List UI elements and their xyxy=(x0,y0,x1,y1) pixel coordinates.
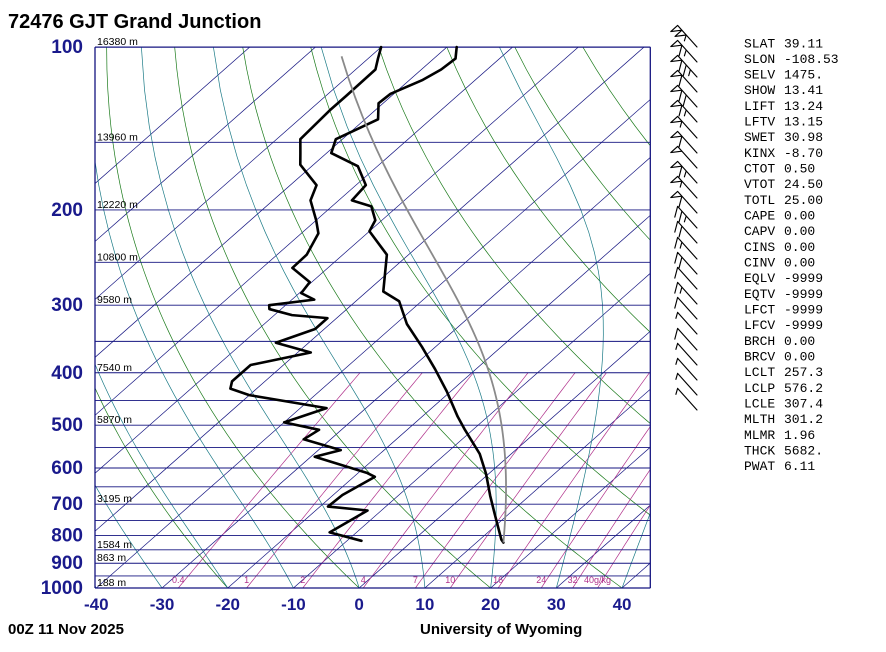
svg-text:100: 100 xyxy=(51,37,83,58)
svg-text:900: 900 xyxy=(51,553,83,574)
svg-text:SWET: SWET xyxy=(744,130,775,145)
svg-text:-20: -20 xyxy=(215,595,240,614)
svg-text:CAPE: CAPE xyxy=(744,209,775,224)
svg-text:3195 m: 3195 m xyxy=(97,493,132,505)
svg-text:-9999: -9999 xyxy=(784,318,823,333)
svg-text:MLMR: MLMR xyxy=(744,428,775,443)
svg-text:University of Wyoming: University of Wyoming xyxy=(420,621,582,638)
svg-text:800: 800 xyxy=(51,526,83,547)
svg-text:1: 1 xyxy=(244,575,249,585)
svg-text:24.50: 24.50 xyxy=(784,177,823,192)
svg-text:0: 0 xyxy=(354,595,363,614)
svg-text:LFCT: LFCT xyxy=(744,302,775,317)
svg-text:LCLP: LCLP xyxy=(744,381,775,396)
svg-text:7540 m: 7540 m xyxy=(97,362,132,374)
svg-text:863 m: 863 m xyxy=(97,552,126,564)
svg-text:24: 24 xyxy=(536,575,546,585)
svg-text:0.00: 0.00 xyxy=(784,255,815,270)
svg-text:-30: -30 xyxy=(150,595,175,614)
svg-text:CAPV: CAPV xyxy=(744,224,775,239)
svg-text:188 m: 188 m xyxy=(97,577,126,589)
svg-text:257.3: 257.3 xyxy=(784,365,823,380)
svg-text:16380 m: 16380 m xyxy=(97,36,138,48)
svg-text:0.00: 0.00 xyxy=(784,240,815,255)
svg-text:25.00: 25.00 xyxy=(784,193,823,208)
svg-text:0.00: 0.00 xyxy=(784,349,815,364)
svg-text:16: 16 xyxy=(493,575,503,585)
svg-text:SELV: SELV xyxy=(744,68,775,83)
svg-text:SHOW: SHOW xyxy=(744,83,775,98)
svg-text:LIFT: LIFT xyxy=(744,99,775,114)
svg-text:301.2: 301.2 xyxy=(784,412,823,427)
svg-text:CTOT: CTOT xyxy=(744,162,775,177)
svg-text:13.24: 13.24 xyxy=(784,99,823,114)
svg-text:BRCH: BRCH xyxy=(744,334,775,349)
svg-text:SLON: SLON xyxy=(744,52,775,67)
svg-text:1584 m: 1584 m xyxy=(97,539,132,551)
svg-text:-9999: -9999 xyxy=(784,287,823,302)
svg-text:0.00: 0.00 xyxy=(784,224,815,239)
svg-text:20: 20 xyxy=(481,595,500,614)
svg-text:0.00: 0.00 xyxy=(784,209,815,224)
svg-text:-10: -10 xyxy=(281,595,306,614)
svg-text:5682.: 5682. xyxy=(784,443,823,458)
svg-text:00Z 11 Nov 2025: 00Z 11 Nov 2025 xyxy=(8,621,124,638)
svg-text:MLTH: MLTH xyxy=(744,412,775,427)
svg-text:THCK: THCK xyxy=(744,443,775,458)
svg-text:PWAT: PWAT xyxy=(744,459,775,474)
svg-text:10: 10 xyxy=(445,575,455,585)
svg-text:-8.70: -8.70 xyxy=(784,146,823,161)
svg-text:9580 m: 9580 m xyxy=(97,294,132,306)
svg-text:300: 300 xyxy=(51,295,83,316)
svg-text:40: 40 xyxy=(613,595,632,614)
svg-text:TOTL: TOTL xyxy=(744,193,775,208)
svg-text:SLAT: SLAT xyxy=(744,36,775,51)
svg-text:700: 700 xyxy=(51,494,83,515)
svg-text:13960 m: 13960 m xyxy=(97,131,138,143)
svg-text:576.2: 576.2 xyxy=(784,381,823,396)
svg-text:EQTV: EQTV xyxy=(744,287,775,302)
svg-text:CINS: CINS xyxy=(744,240,775,255)
svg-text:EQLV: EQLV xyxy=(744,271,775,286)
svg-text:13.15: 13.15 xyxy=(784,115,823,130)
svg-text:VTOT: VTOT xyxy=(744,177,775,192)
svg-text:-9999: -9999 xyxy=(784,302,823,317)
svg-text:72476 GJT Grand Junction: 72476 GJT Grand Junction xyxy=(8,11,261,33)
svg-text:7: 7 xyxy=(413,575,418,585)
svg-text:LCLE: LCLE xyxy=(744,396,775,411)
svg-text:5870 m: 5870 m xyxy=(97,414,132,426)
svg-text:39.11: 39.11 xyxy=(784,36,823,51)
svg-text:1475.: 1475. xyxy=(784,68,823,83)
svg-text:40g/kg: 40g/kg xyxy=(584,575,611,585)
svg-text:10: 10 xyxy=(415,595,434,614)
svg-text:-108.53: -108.53 xyxy=(784,52,839,67)
svg-text:LCLT: LCLT xyxy=(744,365,775,380)
svg-text:30.98: 30.98 xyxy=(784,130,823,145)
svg-text:500: 500 xyxy=(51,415,83,436)
svg-text:2: 2 xyxy=(300,575,305,585)
svg-text:30: 30 xyxy=(547,595,566,614)
svg-text:LFTV: LFTV xyxy=(744,115,775,130)
svg-text:6.11: 6.11 xyxy=(784,459,815,474)
svg-text:0.50: 0.50 xyxy=(784,162,815,177)
svg-text:13.41: 13.41 xyxy=(784,83,823,98)
svg-text:LFCV: LFCV xyxy=(744,318,775,333)
svg-text:-9999: -9999 xyxy=(784,271,823,286)
svg-text:0.4: 0.4 xyxy=(172,575,185,585)
svg-text:12220 m: 12220 m xyxy=(97,199,138,211)
svg-text:600: 600 xyxy=(51,458,83,479)
svg-text:0.00: 0.00 xyxy=(784,334,815,349)
svg-text:1.96: 1.96 xyxy=(784,428,815,443)
svg-text:KINX: KINX xyxy=(744,146,775,161)
svg-text:CINV: CINV xyxy=(744,255,775,270)
svg-text:1000: 1000 xyxy=(41,578,83,599)
svg-text:4: 4 xyxy=(361,575,366,585)
svg-text:BRCV: BRCV xyxy=(744,349,775,364)
svg-text:200: 200 xyxy=(51,200,83,221)
svg-text:32: 32 xyxy=(568,575,578,585)
svg-text:307.4: 307.4 xyxy=(784,396,823,411)
svg-text:10800 m: 10800 m xyxy=(97,251,138,263)
svg-text:400: 400 xyxy=(51,363,83,384)
svg-text:-40: -40 xyxy=(84,595,109,614)
